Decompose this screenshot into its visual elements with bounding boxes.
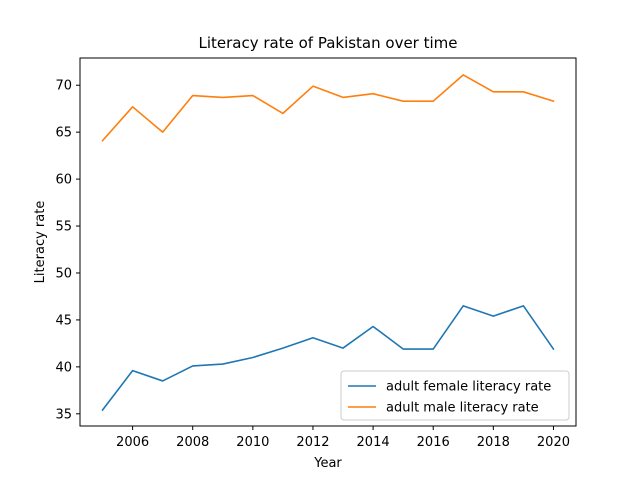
y-tick-label: 60	[55, 173, 72, 188]
y-tick-label: 35	[55, 407, 72, 422]
x-tick-label: 2014	[357, 435, 390, 450]
series-layer	[101, 74, 555, 412]
y-tick-label: 45	[55, 313, 72, 328]
series-line-2	[101, 74, 555, 142]
y-tick-label: 55	[55, 220, 72, 235]
legend: adult female literacy rate adult male lit…	[340, 370, 570, 421]
y-tick-label: 40	[55, 360, 72, 375]
chart-title: Literacy rate of Pakistan over time	[198, 34, 457, 52]
y-axis-label: Literacy rate	[33, 201, 48, 284]
legend-label-1: adult female literacy rate	[386, 380, 551, 395]
x-axis-label: Year	[313, 456, 342, 471]
x-axis: 2006 2008 2010 2012 2014 2016 2018 2020	[116, 426, 570, 450]
x-tick-label: 2006	[116, 435, 149, 450]
y-axis: 35 40 45 50 55 60 65 70	[55, 79, 80, 422]
series-line-1	[101, 305, 555, 412]
x-tick-label: 2018	[477, 435, 510, 450]
x-tick-label: 2016	[417, 435, 450, 450]
legend-label-2: adult male literacy rate	[386, 401, 539, 416]
legend-box	[340, 370, 570, 421]
x-tick-label: 2020	[537, 435, 570, 450]
y-tick-label: 50	[55, 266, 72, 281]
plot-frame	[79, 57, 577, 427]
y-tick-label: 70	[55, 79, 72, 94]
x-tick-label: 2010	[236, 435, 269, 450]
y-tick-label: 65	[55, 126, 72, 141]
x-tick-label: 2008	[176, 435, 209, 450]
x-tick-label: 2012	[296, 435, 329, 450]
